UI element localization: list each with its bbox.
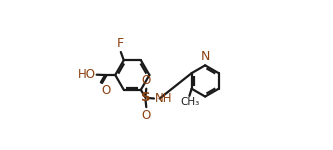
Text: CH₃: CH₃ (180, 97, 199, 107)
Text: S: S (141, 91, 151, 104)
Text: O: O (142, 109, 151, 122)
Text: O: O (101, 84, 111, 96)
Text: NH: NH (155, 92, 172, 105)
Text: N: N (200, 50, 210, 63)
Text: O: O (142, 74, 151, 87)
Text: F: F (117, 37, 124, 50)
Text: HO: HO (78, 68, 96, 81)
